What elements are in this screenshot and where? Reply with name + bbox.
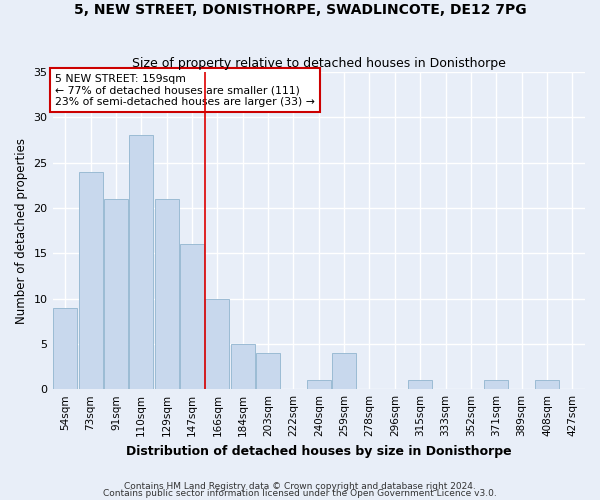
Bar [408, 380, 432, 389]
Bar [53, 308, 77, 389]
Bar [180, 244, 204, 389]
Title: Size of property relative to detached houses in Donisthorpe: Size of property relative to detached ho… [132, 56, 506, 70]
Bar [332, 353, 356, 389]
Bar [104, 199, 128, 389]
Bar [256, 353, 280, 389]
Bar [307, 380, 331, 389]
Text: 5 NEW STREET: 159sqm
← 77% of detached houses are smaller (111)
23% of semi-deta: 5 NEW STREET: 159sqm ← 77% of detached h… [55, 74, 315, 107]
X-axis label: Distribution of detached houses by size in Donisthorpe: Distribution of detached houses by size … [126, 444, 512, 458]
Y-axis label: Number of detached properties: Number of detached properties [15, 138, 28, 324]
Text: Contains HM Land Registry data © Crown copyright and database right 2024.: Contains HM Land Registry data © Crown c… [124, 482, 476, 491]
Bar [205, 298, 229, 389]
Text: Contains public sector information licensed under the Open Government Licence v3: Contains public sector information licen… [103, 490, 497, 498]
Bar [129, 136, 154, 389]
Bar [155, 199, 179, 389]
Bar [230, 344, 255, 389]
Bar [79, 172, 103, 389]
Bar [535, 380, 559, 389]
Bar [484, 380, 508, 389]
Text: 5, NEW STREET, DONISTHORPE, SWADLINCOTE, DE12 7PG: 5, NEW STREET, DONISTHORPE, SWADLINCOTE,… [74, 2, 526, 16]
